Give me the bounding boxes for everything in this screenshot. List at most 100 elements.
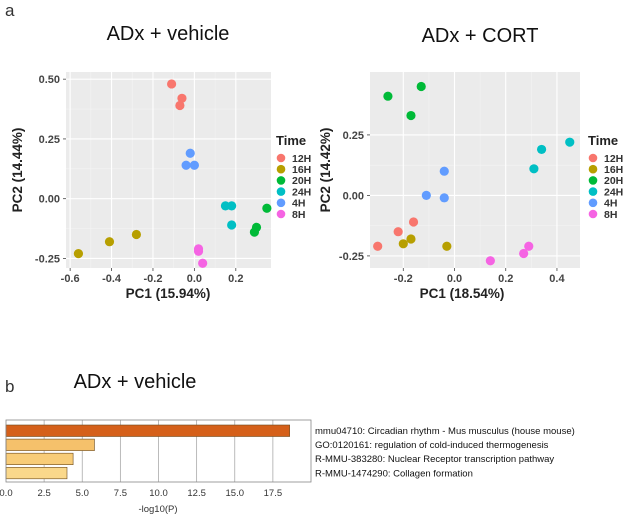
- data-point-8h: [524, 241, 534, 251]
- enrichment-bar: [5, 452, 74, 466]
- data-point-24h: [565, 137, 575, 147]
- y-tick-label: 0.00: [39, 194, 60, 206]
- legend-label-4h: 4H: [292, 198, 305, 210]
- legend-label-16h: 16H: [604, 164, 623, 176]
- enrichment-bar-chart: ADx + vehicle 0.0 2.5 5.0 7.5 10.0 12.5 15.0 17…: [0, 371, 575, 515]
- data-point-20h: [383, 91, 393, 101]
- x-axis-title-cort: PC1 (18.54%): [420, 286, 505, 301]
- data-point-4h: [439, 166, 449, 176]
- data-point-20h: [406, 110, 416, 121]
- legend-label-24h: 24H: [604, 186, 623, 198]
- data-point-16h: [398, 239, 408, 249]
- bar-x-tick-label: 7.5: [114, 488, 127, 499]
- legend-key-16h: [276, 164, 286, 174]
- data-point-24h: [227, 201, 237, 211]
- term-label: GO:0120161: regulation of cold-induced t…: [315, 440, 549, 451]
- y-tick-label: 0.50: [39, 74, 60, 86]
- data-point-16h: [104, 237, 115, 247]
- x-tick-label: -0.6: [61, 273, 80, 285]
- x-tick-label: -0.4: [102, 273, 122, 285]
- data-point-12h: [167, 79, 177, 89]
- legend-key-12h: [588, 153, 598, 163]
- term-label: mmu04710: Circadian rhythm - Mus musculu…: [315, 426, 575, 437]
- legend-label-12h: 12H: [604, 153, 623, 165]
- x-tick-label: 0.2: [498, 273, 513, 285]
- y-tick-label: 0.25: [343, 130, 364, 142]
- y-tick-label: -0.25: [339, 251, 364, 263]
- bar-x-tick-label: 10.0: [149, 488, 168, 499]
- data-point-12h: [177, 93, 187, 103]
- legend-key-8h: [588, 209, 598, 219]
- data-point-8h: [198, 258, 208, 268]
- x-tick-label: 0.0: [187, 273, 202, 285]
- data-point-24h: [529, 164, 539, 174]
- data-point-16h: [406, 234, 416, 244]
- data-point-12h: [175, 100, 185, 111]
- data-point-16h: [131, 229, 142, 240]
- legend-title-cort: Time: [588, 133, 618, 148]
- legend-key-20h: [276, 176, 286, 185]
- term-label: R-MMU-1474290: Collagen formation: [315, 468, 473, 479]
- data-point-4h: [185, 148, 195, 158]
- legend-key-4h: [276, 198, 286, 208]
- legend-label-20h: 20H: [604, 175, 623, 187]
- x-axis-title-enrichment: -log10(P): [138, 504, 177, 515]
- data-point-12h: [373, 241, 383, 251]
- plot-panel-cort: [370, 72, 580, 268]
- legend-key-8h: [276, 209, 286, 219]
- y-axis-title-vehicle: PC2 (14.44%): [10, 128, 25, 213]
- legend-label-8h: 8H: [292, 209, 305, 221]
- legend-label-16h: 16H: [292, 164, 311, 176]
- pca-chart-vehicle: ADx + vehicle -0.6 -0.4 -0.2 0.0 0.2 -0.25 0.…: [10, 23, 311, 301]
- enrichment-bar: [5, 424, 290, 437]
- term-label: R-MMU-383280: Nuclear Receptor transcrip…: [315, 454, 554, 465]
- legend-label-8h: 8H: [604, 209, 617, 221]
- data-point-24h: [227, 220, 237, 230]
- chart-title-enrichment: ADx + vehicle: [74, 371, 197, 393]
- legend-key-12h: [276, 153, 286, 163]
- pca-chart-cort: ADx + CORT -0.2 0.0 0.2 0.4 -0.25 0.00 0.25 P…: [318, 25, 623, 301]
- data-point-8h: [193, 246, 204, 256]
- data-point-12h: [408, 217, 419, 227]
- data-point-4h: [181, 160, 191, 170]
- data-point-4h: [189, 160, 199, 170]
- legend-label-4h: 4H: [604, 198, 617, 210]
- data-point-16h: [442, 241, 452, 251]
- chart-title-cort: ADx + CORT: [422, 25, 539, 47]
- bar-plot-frame: [5, 419, 312, 483]
- x-tick-label: 0.2: [228, 273, 243, 285]
- legend-key-24h: [276, 187, 286, 196]
- bar-x-tick-label: 15.0: [226, 488, 245, 499]
- bar-x-tick-label: 2.5: [38, 488, 51, 499]
- x-tick-label: -0.2: [143, 273, 162, 285]
- enrichment-bar: [5, 438, 95, 451]
- x-axis-title-vehicle: PC1 (15.94%): [126, 286, 211, 301]
- legend-key-4h: [588, 198, 598, 208]
- bar-x-tick-label: 12.5: [187, 488, 206, 499]
- y-tick-label: 0.00: [343, 190, 364, 202]
- data-point-8h: [485, 256, 495, 266]
- legend-label-20h: 20H: [292, 175, 311, 187]
- bar-x-tick-label: 5.0: [76, 488, 89, 499]
- data-point-20h: [416, 81, 426, 92]
- y-axis-title-cort: PC2 (14.42%): [318, 128, 333, 213]
- legend-key-24h: [588, 187, 598, 196]
- bar-x-tick-label: 0.0: [0, 488, 13, 499]
- panel-label-a: a: [5, 1, 15, 20]
- data-point-8h: [519, 248, 529, 259]
- data-point-16h: [73, 249, 84, 259]
- data-point-24h: [536, 144, 547, 155]
- legend-label-12h: 12H: [292, 153, 311, 165]
- legend-label-24h: 24H: [292, 186, 311, 198]
- legend-title-vehicle: Time: [276, 133, 306, 148]
- bar-x-tick-label: 17.5: [264, 488, 283, 499]
- legend-key-20h: [588, 176, 598, 185]
- y-tick-label: 0.25: [39, 134, 60, 146]
- x-tick-label: 0.4: [549, 273, 565, 285]
- data-point-20h: [249, 227, 260, 237]
- data-point-20h: [262, 203, 272, 213]
- x-tick-label: -0.2: [394, 273, 413, 285]
- chart-title-vehicle: ADx + vehicle: [107, 23, 230, 45]
- panel-label-b: b: [5, 377, 14, 396]
